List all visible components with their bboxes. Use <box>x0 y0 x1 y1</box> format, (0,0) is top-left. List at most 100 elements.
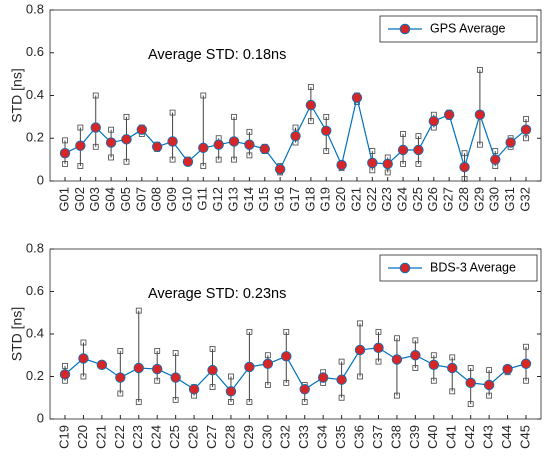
station-marker <box>108 126 114 133</box>
station-marker <box>62 137 68 144</box>
station-marker <box>117 348 124 354</box>
station-marker <box>123 113 130 120</box>
station-marker <box>323 113 330 120</box>
average-marker <box>78 353 89 364</box>
station-marker <box>209 345 216 352</box>
station-marker <box>357 320 363 327</box>
station-marker <box>375 358 382 365</box>
x-tick-label: G18 <box>302 187 317 212</box>
annotation: Average STD: 0.23ns <box>148 286 286 302</box>
y-tick-label: 0.8 <box>26 240 44 255</box>
x-tick-label: C34 <box>315 425 330 449</box>
station-marker <box>375 328 382 335</box>
average-marker <box>281 351 292 362</box>
x-tick-label: C23 <box>130 425 145 449</box>
average-marker <box>105 137 117 148</box>
x-tick-label: C27 <box>204 425 219 449</box>
average-marker <box>520 124 532 135</box>
annotation: Average STD: 0.18ns <box>148 47 286 63</box>
station-marker <box>394 335 400 342</box>
station-marker <box>80 373 87 380</box>
average-marker <box>115 372 126 383</box>
station-marker <box>486 392 493 399</box>
station-marker <box>430 352 437 359</box>
station-marker <box>92 143 99 150</box>
average-marker <box>244 139 255 150</box>
station-marker <box>523 116 529 122</box>
average-marker <box>367 157 378 169</box>
x-tick-label: G09 <box>164 187 179 212</box>
average-marker <box>391 354 403 365</box>
average-marker <box>170 372 181 383</box>
y-tick-label: 0.2 <box>26 130 44 145</box>
x-tick-label: G21 <box>348 187 363 212</box>
station-marker <box>467 401 474 408</box>
x-tick-label: G31 <box>502 187 517 212</box>
station-marker <box>123 158 130 165</box>
average-marker <box>59 369 71 380</box>
average-marker <box>290 130 301 142</box>
station-marker <box>461 175 468 182</box>
x-tick-label: G11 <box>195 187 210 211</box>
average-marker <box>136 124 148 135</box>
station-marker <box>231 156 237 163</box>
station-marker <box>384 169 391 176</box>
station-marker <box>412 337 419 344</box>
average-marker <box>321 125 332 136</box>
legend-marker <box>399 23 411 35</box>
average-marker <box>299 384 310 395</box>
station-marker <box>154 377 161 384</box>
average-marker <box>75 140 86 151</box>
station-marker <box>246 328 253 335</box>
x-tick-label: C42 <box>462 425 477 449</box>
station-marker <box>246 152 253 159</box>
station-marker <box>209 384 216 391</box>
x-tick-label: G17 <box>287 187 302 212</box>
average-marker <box>410 350 421 361</box>
station-marker <box>172 350 179 357</box>
station-marker <box>108 154 114 161</box>
station-marker <box>523 377 529 384</box>
station-marker <box>412 365 419 371</box>
x-tick-label: C30 <box>259 425 274 449</box>
x-tick-label: G20 <box>333 187 348 212</box>
station-marker <box>323 148 330 154</box>
station-marker <box>169 156 176 163</box>
average-marker <box>505 137 516 148</box>
x-tick-label: C26 <box>186 425 201 449</box>
x-tick-label: C32 <box>278 425 293 449</box>
y-tick-label: 0.6 <box>26 44 44 59</box>
y-tick-label: 0.6 <box>26 283 44 298</box>
station-marker <box>486 367 493 374</box>
station-marker <box>92 92 99 99</box>
x-tick-label: G28 <box>456 187 471 212</box>
average-marker <box>317 372 329 383</box>
average-marker <box>474 109 486 120</box>
x-tick-label: G27 <box>441 187 456 212</box>
average-marker <box>428 359 440 371</box>
x-tick-label: C21 <box>93 425 108 449</box>
y-axis-label: STD [ns] <box>9 307 25 361</box>
average-marker <box>305 99 317 111</box>
x-tick-label: C39 <box>407 425 422 449</box>
x-tick-label: G26 <box>425 187 440 212</box>
station-marker <box>523 343 529 350</box>
x-tick-label: G22 <box>364 187 379 212</box>
station-marker <box>400 131 406 137</box>
station-marker <box>301 399 308 405</box>
x-tick-label: C36 <box>351 425 366 449</box>
station-marker <box>415 160 422 167</box>
average-marker <box>182 156 194 167</box>
average-marker <box>188 384 200 395</box>
average-marker <box>244 361 255 373</box>
station-marker <box>400 160 406 167</box>
x-tick-label: G25 <box>410 187 425 212</box>
station-marker <box>200 163 207 169</box>
x-tick-label: C45 <box>517 425 532 449</box>
x-tick-label: C29 <box>241 425 256 449</box>
average-marker <box>459 161 470 173</box>
station-marker <box>461 150 468 157</box>
y-axis-label: STD [ns] <box>9 68 25 122</box>
x-tick-label: G02 <box>72 187 87 212</box>
average-marker <box>336 159 347 171</box>
